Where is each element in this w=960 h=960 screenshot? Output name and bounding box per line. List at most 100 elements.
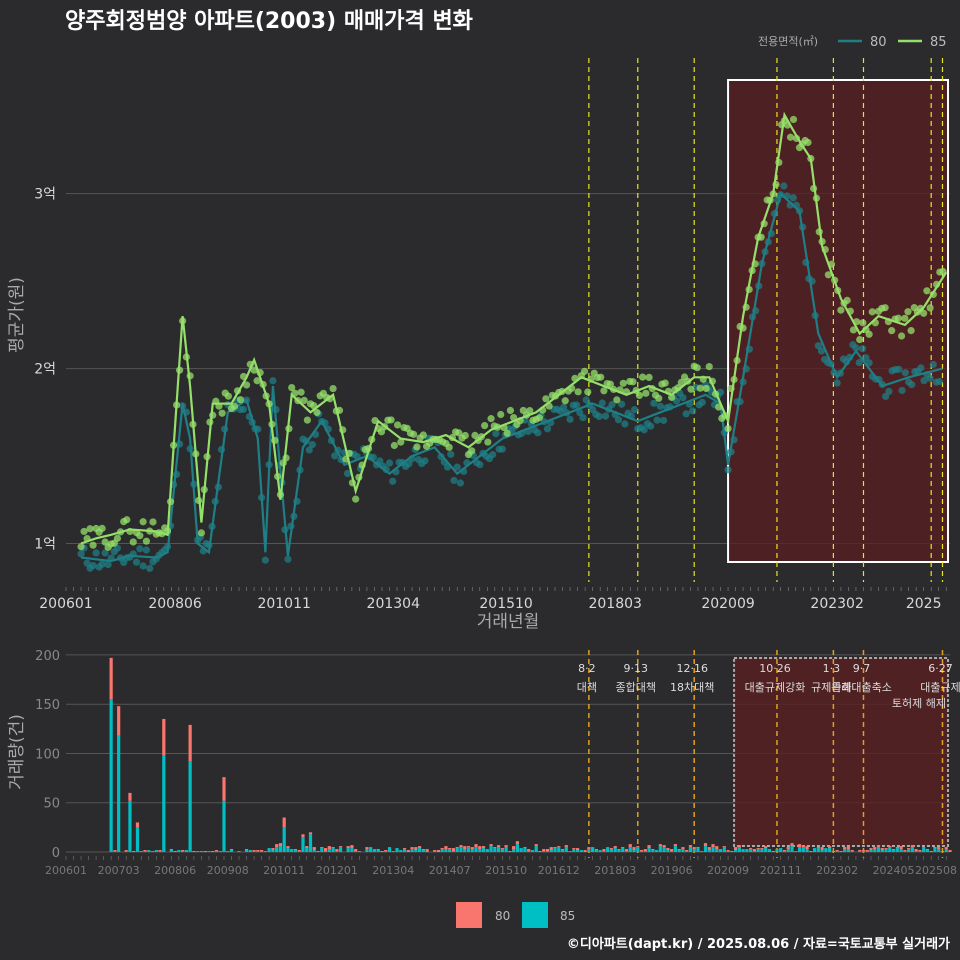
data-point [907, 327, 915, 335]
data-point [640, 426, 648, 434]
bar-85 [229, 850, 234, 852]
bar-85 [214, 851, 219, 852]
bar-80 [835, 850, 839, 852]
bar-80 [816, 847, 820, 849]
bar-80 [858, 850, 862, 852]
data-point [881, 304, 889, 312]
bar-80 [478, 846, 482, 850]
bar-80 [433, 850, 437, 852]
bar-80 [681, 847, 685, 850]
bar-80 [846, 846, 851, 850]
bar-85 [666, 850, 670, 852]
bar-85 [688, 847, 693, 852]
bar-85 [715, 849, 719, 852]
data-point [389, 477, 397, 485]
bar-80 [918, 850, 922, 852]
data-point [98, 560, 106, 568]
bar-80 [639, 850, 644, 852]
series-80-line [80, 191, 943, 563]
data-point [476, 461, 484, 469]
data-point [242, 381, 251, 389]
bar-80 [850, 850, 854, 852]
bar-80 [632, 847, 636, 851]
bar-85 [365, 849, 369, 852]
data-point [410, 430, 418, 438]
bar-80 [873, 847, 877, 850]
bar-85 [677, 850, 681, 852]
policy-label: 특례대출축소 [831, 681, 892, 694]
bar-85 [843, 849, 847, 852]
legend-title: 전용면적(㎡) [758, 35, 818, 48]
bar-85 [448, 849, 452, 852]
data-point [481, 421, 489, 430]
bar-80 [899, 846, 903, 850]
bar-85 [395, 848, 399, 852]
bar-85 [797, 847, 802, 852]
x-tick-label: 201304 [372, 864, 414, 877]
bar-85 [451, 851, 456, 852]
bar-85 [560, 850, 565, 852]
bar-80 [124, 850, 128, 852]
data-point [897, 332, 906, 340]
bar-85 [181, 851, 185, 852]
x-tick-label: 201510 [479, 596, 532, 612]
bar-85 [512, 849, 516, 852]
bar-80 [617, 849, 621, 851]
bar-80 [418, 846, 422, 849]
data-point [86, 525, 94, 533]
data-point [269, 377, 277, 385]
bar-80 [459, 845, 463, 848]
bar-80 [320, 847, 324, 849]
data-point [92, 549, 100, 557]
bar-80 [880, 848, 884, 851]
bar-85 [346, 848, 350, 852]
bar-80 [673, 844, 677, 847]
bar-85 [673, 846, 677, 852]
bar-85 [218, 851, 222, 852]
x-tick-label: 202009 [707, 864, 749, 877]
data-point [935, 377, 943, 386]
bar-85 [534, 846, 538, 852]
bar-85 [764, 848, 768, 852]
policy-date: 1·3 [823, 662, 841, 675]
x-tick-label: 2025 [906, 596, 942, 612]
data-point [421, 457, 429, 465]
bar-85 [639, 851, 644, 852]
bar-85 [609, 849, 614, 852]
bar-85 [820, 850, 824, 852]
bar-80 [722, 846, 726, 848]
data-point [885, 387, 893, 395]
data-point [313, 408, 321, 417]
bar-85 [545, 851, 550, 852]
bar-85 [504, 847, 508, 852]
bar-80 [466, 846, 471, 848]
bar-85 [128, 800, 132, 852]
data-point [142, 537, 151, 545]
x-tick-label: 200908 [207, 864, 249, 877]
data-point [786, 133, 795, 141]
data-point [526, 407, 534, 415]
data-point [901, 314, 909, 322]
bar-80 [301, 834, 305, 838]
bar-85 [899, 849, 903, 852]
bar-80 [948, 850, 952, 852]
bar-80 [715, 846, 719, 850]
bar-80 [308, 832, 313, 835]
data-point [901, 369, 909, 377]
bar-85 [124, 851, 128, 852]
data-point [868, 308, 876, 316]
bar-80 [756, 848, 760, 850]
data-point [679, 394, 687, 402]
bar-85 [624, 851, 629, 852]
bar-80 [117, 706, 121, 736]
bar-85 [922, 847, 926, 852]
data-point [503, 429, 511, 437]
x-tick-label: 202111 [760, 864, 802, 877]
bar-85 [613, 848, 617, 852]
bar-80 [380, 851, 384, 852]
bar-85 [760, 849, 764, 852]
bar-80 [636, 846, 640, 848]
data-point [923, 287, 931, 295]
data-point [580, 367, 589, 375]
data-point [920, 377, 928, 385]
